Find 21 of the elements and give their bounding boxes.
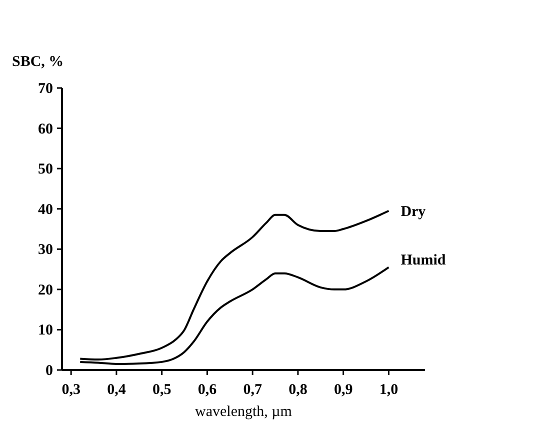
x-tick-label: 0,9 <box>334 382 353 398</box>
y-tick-label: 40 <box>38 202 53 218</box>
y-tick-label: 60 <box>38 121 53 138</box>
y-tick-label: 20 <box>38 282 53 298</box>
y-tick-label: 50 <box>38 162 53 178</box>
y-tick-label: 0 <box>46 363 53 379</box>
line-series <box>79 210 390 361</box>
x-axis-title: wavelength, µm <box>195 404 292 420</box>
x-tick-label: 0,6 <box>198 382 218 398</box>
series-label: Humid <box>400 252 446 268</box>
y-tick-label: 10 <box>38 322 53 339</box>
series-label: Dry <box>400 204 426 220</box>
x-tick-label: 0,5 <box>152 382 172 398</box>
y-axis-title: SBC, % <box>12 54 64 70</box>
x-tick-label: 0,3 <box>62 382 80 398</box>
x-tick-label: 1,0 <box>379 382 398 398</box>
x-tick-label: 0,4 <box>107 382 126 398</box>
x-tick-label: 0,8 <box>288 382 308 398</box>
y-tick-label: 70 <box>38 81 53 97</box>
y-tick-label: 30 <box>38 242 53 258</box>
x-tick-label: 0,7 <box>243 382 262 398</box>
